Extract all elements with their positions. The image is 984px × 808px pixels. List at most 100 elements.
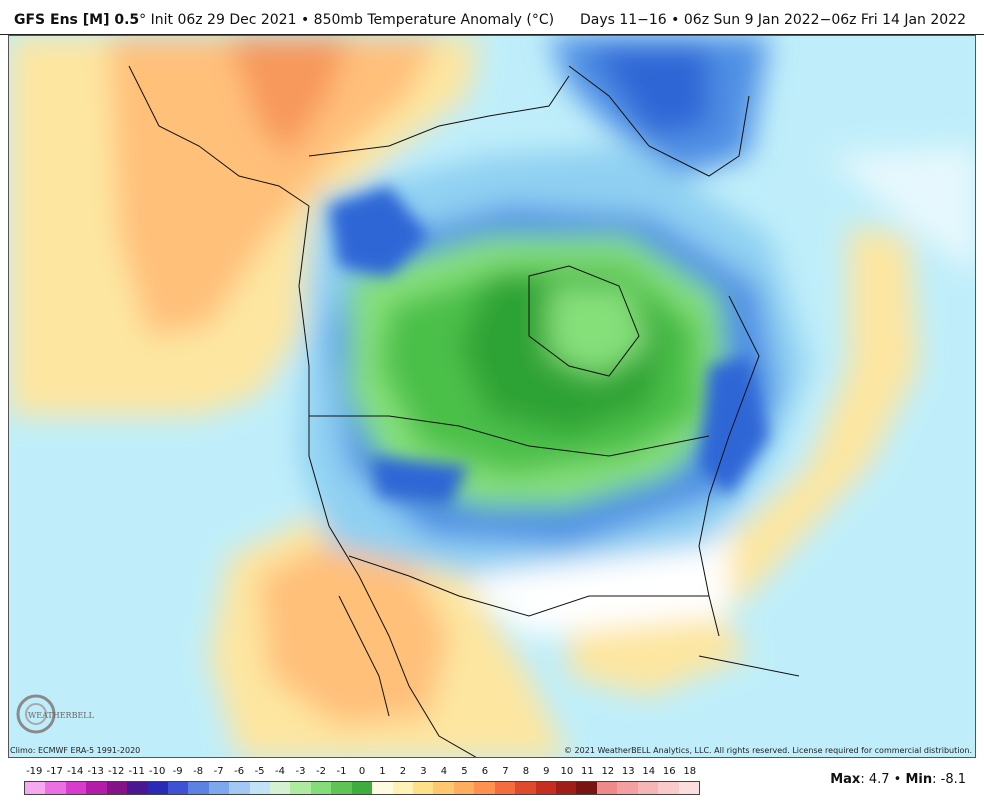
color-scale-swatch xyxy=(208,782,230,794)
color-scale-label: -2 xyxy=(316,766,327,777)
color-scale-swatch xyxy=(290,782,311,794)
color-scale-label: 4 xyxy=(440,766,448,777)
color-scale-label: 6 xyxy=(481,766,489,777)
swirl-logo-icon: WEATHERBELL xyxy=(16,694,95,734)
color-scale-swatch xyxy=(188,782,209,794)
color-scale-swatch xyxy=(351,782,373,794)
degree-symbol: ° xyxy=(139,12,147,28)
map-header: GFS Ens [M] 0.5° Init 06z 29 Dec 2021 • … xyxy=(0,0,984,35)
color-scale-bar xyxy=(24,781,700,795)
color-scale-swatch xyxy=(86,782,107,794)
color-scale-label: -1 xyxy=(336,766,347,777)
color-scale-swatch xyxy=(229,782,250,794)
color-scale-label: 5 xyxy=(461,766,468,777)
logo-text: WEATHERBELL xyxy=(28,711,95,720)
color-scale-label: 0 xyxy=(358,766,366,777)
map-canvas xyxy=(9,36,975,757)
cuba-line xyxy=(698,655,800,677)
color-scale-label: -5 xyxy=(254,766,265,777)
color-scale-swatch xyxy=(494,782,516,794)
color-scale-label: 12 xyxy=(601,766,615,777)
climo-note: Climo: ECMWF ERA-5 1991-2020 xyxy=(10,746,141,755)
weatherbell-logo: WEATHERBELL xyxy=(14,692,104,736)
color-scale-swatch xyxy=(555,782,577,794)
coastlines xyxy=(128,65,800,757)
greenland-line xyxy=(568,65,750,177)
color-scale-label: 7 xyxy=(502,766,509,777)
color-scale-label: -6 xyxy=(234,766,245,777)
color-scale-label: 10 xyxy=(560,766,574,777)
us-canada-border xyxy=(309,415,710,457)
neutral-east-atlantic xyxy=(829,146,975,275)
color-scale-swatch xyxy=(310,782,332,794)
color-scale-swatch xyxy=(331,782,352,794)
max-value: : 4.7 xyxy=(860,772,890,787)
maxmin-separator: • xyxy=(889,772,906,787)
color-scale-label: -4 xyxy=(275,766,286,777)
map-title: GFS Ens [M] 0.5° Init 06z 29 Dec 2021 • … xyxy=(14,12,554,28)
color-scale-swatch xyxy=(65,782,87,794)
color-scale-label: 13 xyxy=(621,766,635,777)
us-mexico-border xyxy=(348,555,460,597)
gulf-coast-line xyxy=(458,595,709,617)
color-scale-label: -13 xyxy=(87,766,104,777)
color-scale-label: 9 xyxy=(543,766,550,777)
color-scale-label: 11 xyxy=(580,766,594,777)
hudson-bay-line xyxy=(528,265,640,377)
min-label: Min xyxy=(905,772,933,787)
color-scale-label: -17 xyxy=(46,766,63,777)
west-coast-line xyxy=(298,205,477,757)
color-scale-label: -9 xyxy=(172,766,183,777)
color-scale-swatch xyxy=(596,782,618,794)
color-scale-swatch xyxy=(127,782,148,794)
color-scale-swatch xyxy=(637,782,659,794)
color-scale-swatch xyxy=(270,782,291,794)
min-value: : -8.1 xyxy=(932,772,966,787)
color-scale-swatch xyxy=(576,782,597,794)
color-scale-label: -8 xyxy=(193,766,204,777)
anomaly-shading xyxy=(9,36,975,757)
color-scale-swatch xyxy=(392,782,414,794)
copyright-note: © 2021 WeatherBELL Analytics, LLC. All r… xyxy=(564,746,972,755)
color-scale-swatch xyxy=(372,782,393,794)
color-scale-label: -3 xyxy=(295,766,306,777)
color-scale-label: 8 xyxy=(522,766,530,777)
field-name: 850mb Temperature Anomaly (°C) xyxy=(313,12,555,28)
warm-mexico-zone xyxy=(259,536,449,726)
color-scale-swatch xyxy=(433,782,454,794)
color-scale: -19 -17 -14 -13 -12 -11 -10 -9 -8 -7 -6 -5 -4 -3 -2 -1 0… xyxy=(24,766,700,800)
valid-period: Days 11−16 • 06z Sun 9 Jan 2022−06z Fri … xyxy=(579,12,966,28)
warm-alaska-core xyxy=(229,36,349,156)
anomaly-map xyxy=(8,35,976,758)
color-scale-swatch xyxy=(474,782,495,794)
color-scale-label: 18 xyxy=(683,766,697,777)
color-scale-swatch xyxy=(25,782,46,794)
color-scale-label: 2 xyxy=(399,766,407,777)
init-time: Init 06z 29 Dec 2021 xyxy=(150,12,297,28)
color-scale-swatch xyxy=(249,782,271,794)
color-scale-swatch xyxy=(453,782,475,794)
cold-deep-band xyxy=(329,186,769,506)
color-scale-swatch xyxy=(617,782,638,794)
color-scale-swatch xyxy=(515,782,536,794)
color-scale-swatch xyxy=(678,782,699,794)
green-hudson-light xyxy=(549,286,649,376)
color-scale-label: 14 xyxy=(642,766,656,777)
color-scale-label: 1 xyxy=(379,766,386,777)
color-scale-swatch xyxy=(106,782,128,794)
model-name: GFS Ens [M] 0.5 xyxy=(14,12,140,28)
color-scale-label: -19 xyxy=(26,766,43,777)
color-scale-label: -12 xyxy=(108,766,125,777)
alaska-coast-line xyxy=(128,65,310,207)
color-scale-label: -7 xyxy=(213,766,224,777)
color-scale-swatch xyxy=(45,782,66,794)
color-scale-label: 16 xyxy=(662,766,676,777)
color-scale-swatch xyxy=(658,782,679,794)
title-separator: • xyxy=(300,12,310,28)
color-scale-label: 3 xyxy=(420,766,427,777)
cold-greenland-deep xyxy=(589,46,709,136)
color-scale-label: -10 xyxy=(148,766,166,777)
color-scale-labels: -19 -17 -14 -13 -12 -11 -10 -9 -8 -7 -6 -5 -4 -3 -2 -1 0… xyxy=(24,766,700,780)
baja-line xyxy=(338,595,390,717)
color-scale-label: -11 xyxy=(128,766,145,777)
